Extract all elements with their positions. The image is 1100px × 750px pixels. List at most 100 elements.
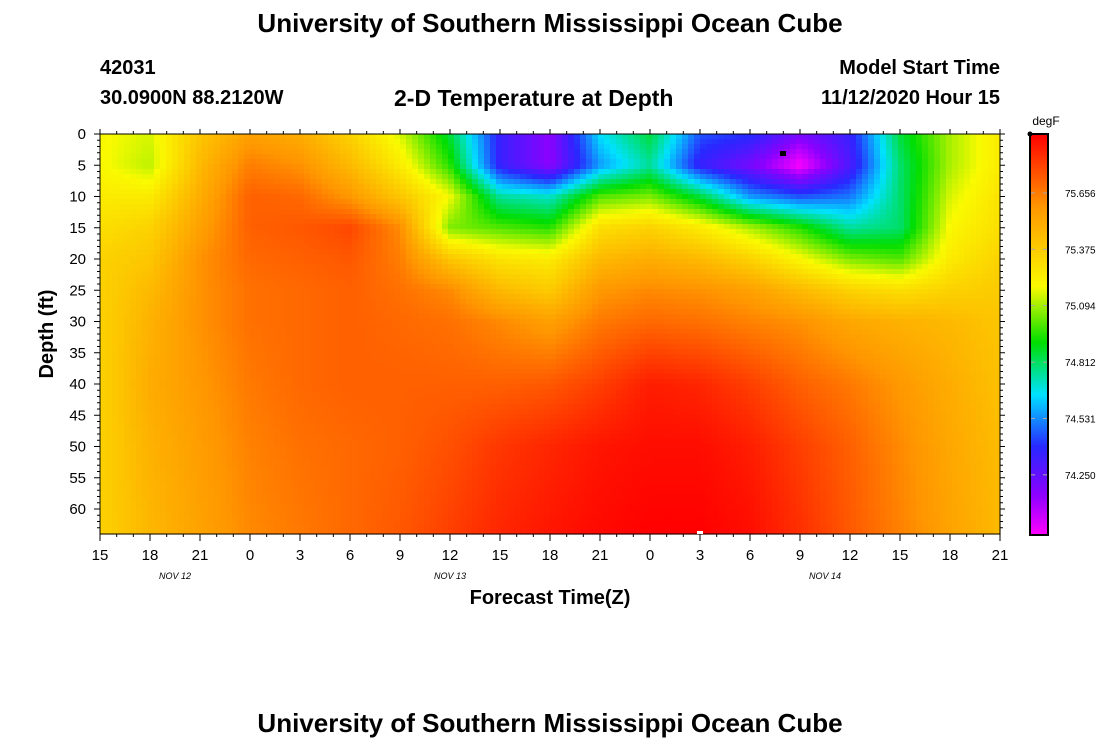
heatmap-cell [604,209,611,215]
heatmap-cell [766,244,773,250]
heatmap-cell [682,234,689,240]
heatmap-cell [208,274,215,280]
heatmap-cell [160,289,167,295]
heatmap-cell [946,139,953,145]
heatmap-cell [616,144,623,150]
heatmap-cell [676,189,683,195]
heatmap-cell [994,224,1001,230]
heatmap-cell [796,234,803,240]
heatmap-cell [850,204,857,210]
heatmap-cell [214,274,221,280]
heatmap-cell [658,294,665,300]
heatmap-cell [496,219,503,225]
heatmap-cell [808,269,815,275]
heatmap-cell [844,239,851,245]
heatmap-cell [604,169,611,175]
heatmap-cell [592,164,599,170]
heatmap-cell [316,294,323,300]
heatmap-cell [970,234,977,240]
heatmap-cell [160,184,167,190]
heatmap-cell [694,254,701,260]
heatmap-cell [958,189,965,195]
heatmap-cell [268,224,275,230]
heatmap-cell [826,234,833,240]
heatmap-cell [904,184,911,190]
heatmap-cell [388,284,395,290]
heatmap-cell [334,144,341,150]
heatmap-cell [826,189,833,195]
heatmap-cell [280,254,287,260]
heatmap-cell [460,154,467,160]
heatmap-cell [262,154,269,160]
heatmap-cell [184,274,191,280]
heatmap-cell [670,229,677,235]
heatmap-cell [184,149,191,155]
heatmap-cell [220,269,227,275]
heatmap-cell [610,254,617,260]
heatmap-cell [526,219,533,225]
heatmap-cell [514,169,521,175]
heatmap-cell [784,154,791,160]
heatmap-cell [964,139,971,145]
heatmap-cell [580,214,587,220]
heatmap-cell [730,284,737,290]
heatmap-cell [832,134,839,140]
heatmap-cell [904,194,911,200]
heatmap-cell [658,219,665,225]
heatmap-cell [886,214,893,220]
heatmap-cell [412,224,419,230]
heatmap-cell [394,209,401,215]
heatmap-cell [256,284,263,290]
heatmap-cell [466,134,473,140]
heatmap-cell [886,244,893,250]
heatmap-cell [694,274,701,280]
heatmap-cell [838,229,845,235]
heatmap-cell [130,229,137,235]
heatmap-cell [952,199,959,205]
heatmap-cell [682,264,689,270]
heatmap-cell [268,239,275,245]
heatmap-cell [778,154,785,160]
heatmap-cell [994,259,1001,265]
heatmap-cell [940,289,947,295]
heatmap-cell [736,164,743,170]
heatmap-cell [730,294,737,300]
heatmap-cell [448,284,455,290]
heatmap-cell [424,134,431,140]
heatmap-cell [640,234,647,240]
heatmap-cell [148,139,155,145]
heatmap-cell [970,264,977,270]
heatmap-cell [130,194,137,200]
heatmap-cell [436,194,443,200]
heatmap-cell [700,229,707,235]
heatmap-cell [238,179,245,185]
heatmap-cell [676,204,683,210]
heatmap-cell [142,164,149,170]
heatmap-cell [832,179,839,185]
heatmap-cell [532,289,539,295]
heatmap-cell [796,174,803,180]
heatmap-cell [274,264,281,270]
heatmap-cell [682,199,689,205]
heatmap-cell [808,194,815,200]
heatmap-cell [646,199,653,205]
heatmap-cell [910,274,917,280]
heatmap-cell [262,174,269,180]
heatmap-cell [904,239,911,245]
heatmap-cell [682,139,689,145]
heatmap-cell [850,159,857,165]
heatmap-cell [334,239,341,245]
heatmap-cell [478,204,485,210]
heatmap-cell [682,294,689,300]
heatmap-cell [118,204,125,210]
heatmap-cell [244,234,251,240]
heatmap-cell [208,259,215,265]
heatmap-cell [232,269,239,275]
heatmap-cell [640,244,647,250]
heatmap-cell [652,289,659,295]
heatmap-cell [526,264,533,270]
heatmap-cell [706,259,713,265]
heatmap-cell [652,174,659,180]
heatmap-cell [670,209,677,215]
heatmap-cell [682,219,689,225]
